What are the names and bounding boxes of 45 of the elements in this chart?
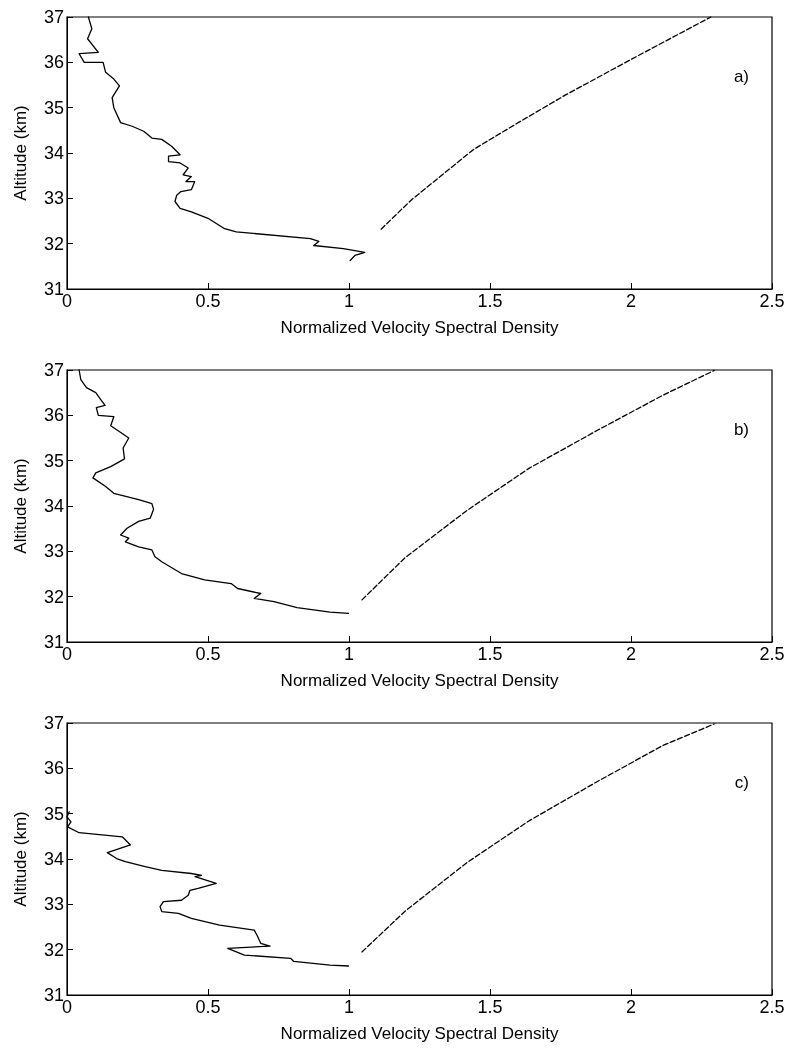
y-tick-label: 34 [43,849,64,869]
x-tick-label: 1.5 [477,291,503,311]
y-tick-label: 36 [43,758,64,779]
y-tick-label: 35 [43,803,64,824]
x-axis-title: Normalized Velocity Spectral Density [280,318,559,337]
x-tick-label: 0.5 [195,644,221,664]
y-axis-title: Altitude (km) [11,458,30,554]
y-tick-label: 37 [43,360,64,380]
y-tick-label: 35 [43,97,64,118]
y-tick-label: 36 [43,405,64,426]
x-tick-label: 1 [343,997,355,1017]
x-tick-label: 2 [625,997,637,1017]
x-tick-label: 2.5 [759,997,785,1017]
x-tick-label: 2.5 [759,291,785,311]
annotation: b) [733,420,750,439]
x-tick-label: 0.5 [195,291,221,311]
x-tick-label: 0.5 [195,997,221,1017]
y-tick-label: 32 [43,939,64,960]
y-tick-label: 32 [43,233,64,254]
x-tick-label: 1.5 [477,997,503,1017]
x-tick-label: 2.5 [759,644,785,664]
x-axis-title: Normalized Velocity Spectral Density [280,671,559,690]
y-tick-label: 33 [43,894,64,915]
x-tick-label: 2 [625,644,637,664]
y-axis-title: Altitude (km) [11,811,30,907]
x-tick-label: 1 [343,644,355,664]
annotation: c) [734,773,750,792]
y-tick-label: 33 [43,188,64,209]
annotation: a) [733,67,750,86]
y-tick-label: 37 [43,7,64,27]
y-tick-label: 35 [43,450,64,471]
y-tick-label: 34 [43,143,64,163]
x-tick-label: 1.5 [477,644,503,664]
y-tick-label: 32 [43,586,64,607]
x-axis-title: Normalized Velocity Spectral Density [280,1024,559,1043]
y-tick-label: 36 [43,52,64,73]
y-tick-label: 34 [43,496,64,516]
y-tick-label: 31 [43,279,64,299]
x-tick-label: 2 [625,291,637,311]
x-tick-label: 1 [343,291,355,311]
y-tick-label: 31 [43,985,64,1005]
y-tick-label: 37 [43,713,64,733]
y-axis-title: Altitude (km) [11,105,30,201]
y-tick-label: 31 [43,632,64,652]
y-tick-label: 33 [43,541,64,562]
